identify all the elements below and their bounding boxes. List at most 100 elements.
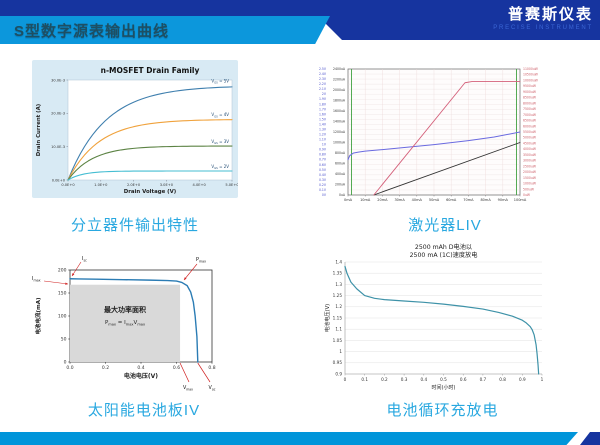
svg-text:1.35: 1.35	[333, 271, 343, 276]
svg-text:2400uA: 2400uA	[333, 67, 346, 71]
brand-subtitle: PRECISE INSTRUMENT	[493, 25, 593, 31]
svg-text:Vmax: Vmax	[183, 385, 193, 391]
svg-text:2000uW: 2000uW	[523, 170, 536, 174]
caption-solar: 太阳能电池板IV	[87, 402, 201, 419]
svg-text:2500uW: 2500uW	[523, 164, 536, 168]
svg-text:0V: 0V	[322, 193, 327, 197]
svg-text:10mA: 10mA	[360, 198, 371, 202]
svg-text:0.2: 0.2	[381, 377, 388, 382]
svg-text:11000uW: 11000uW	[523, 67, 538, 71]
svg-text:Drain Voltage (V): Drain Voltage (V)	[124, 189, 176, 195]
svg-text:1200uA: 1200uA	[333, 130, 346, 134]
svg-text:VGS = 2V: VGS = 2V	[211, 164, 229, 170]
svg-text:1.4V: 1.4V	[319, 122, 327, 126]
svg-text:5500uW: 5500uW	[523, 130, 536, 134]
svg-text:1.2V: 1.2V	[319, 133, 327, 137]
svg-text:40mA: 40mA	[412, 198, 423, 202]
svg-text:Voc: Voc	[209, 385, 216, 391]
svg-text:0.6: 0.6	[460, 377, 467, 382]
title-band: S型数字源表输出曲线	[0, 16, 330, 44]
svg-text:9000uW: 9000uW	[523, 90, 536, 94]
svg-text:0.1: 0.1	[361, 377, 368, 382]
svg-text:0.8: 0.8	[208, 365, 215, 371]
svg-text:0.6V: 0.6V	[319, 163, 327, 167]
svg-text:6000uW: 6000uW	[523, 124, 536, 128]
svg-text:0.95: 0.95	[333, 360, 343, 365]
svg-text:4000uW: 4000uW	[523, 147, 536, 151]
svg-text:2.3V: 2.3V	[319, 77, 327, 81]
svg-text:2000uA: 2000uA	[333, 88, 346, 92]
svg-text:1.8V: 1.8V	[319, 102, 327, 106]
svg-text:5.0E+0: 5.0E+0	[225, 183, 238, 187]
svg-text:0.2: 0.2	[102, 365, 109, 371]
svg-text:1: 1	[541, 377, 544, 382]
svg-text:1.1: 1.1	[335, 327, 342, 332]
svg-text:Imax: Imax	[32, 276, 41, 283]
svg-text:0.8: 0.8	[499, 377, 506, 382]
svg-text:0.7: 0.7	[480, 377, 487, 382]
svg-text:2V: 2V	[322, 92, 327, 96]
svg-text:1.1V: 1.1V	[319, 138, 327, 142]
svg-text:2500 mA (1C)速度放电: 2500 mA (1C)速度放电	[410, 251, 478, 259]
svg-text:1000uA: 1000uA	[333, 141, 346, 145]
svg-text:800uA: 800uA	[335, 151, 346, 155]
svg-text:30.0E-3: 30.0E-3	[51, 78, 65, 82]
svg-text:电池电流(mA): 电池电流(mA)	[34, 297, 42, 335]
svg-text:VGS = 5V: VGS = 5V	[211, 78, 229, 84]
svg-text:0mA: 0mA	[344, 198, 353, 202]
svg-text:7500uW: 7500uW	[523, 107, 536, 111]
svg-text:0.2V: 0.2V	[319, 183, 327, 187]
svg-text:600uA: 600uA	[335, 162, 346, 166]
svg-text:30mA: 30mA	[394, 198, 405, 202]
svg-text:0.3V: 0.3V	[319, 178, 327, 182]
svg-text:0.8V: 0.8V	[319, 153, 327, 157]
svg-text:100mA: 100mA	[514, 198, 527, 202]
svg-text:0.9: 0.9	[519, 377, 526, 382]
svg-text:1500uW: 1500uW	[523, 176, 536, 180]
caption-mosfet: 分立器件输出特性	[70, 217, 199, 234]
svg-text:0.4: 0.4	[137, 365, 144, 371]
svg-text:1.3: 1.3	[335, 282, 342, 287]
svg-text:1.15: 1.15	[333, 315, 343, 320]
svg-text:0.3: 0.3	[401, 377, 408, 382]
svg-text:0.0: 0.0	[66, 365, 73, 371]
svg-text:0.0E+0: 0.0E+0	[61, 183, 75, 187]
svg-text:Pmax = ImaxVmax: Pmax = ImaxVmax	[105, 320, 145, 327]
svg-text:50mA: 50mA	[429, 198, 440, 202]
svg-text:3500uW: 3500uW	[523, 153, 536, 157]
svg-text:Pmax: Pmax	[196, 257, 206, 264]
svg-text:1: 1	[339, 349, 342, 354]
svg-text:1.25: 1.25	[333, 293, 343, 298]
svg-text:20mA: 20mA	[377, 198, 388, 202]
svg-text:0.9: 0.9	[335, 371, 342, 376]
svg-text:9500uW: 9500uW	[523, 84, 536, 88]
svg-text:2.5V: 2.5V	[319, 67, 327, 71]
svg-text:20.0E-3: 20.0E-3	[51, 112, 65, 116]
mosfet-chart-svg: n-MOSFET Drain Family 0.0E+0 10.0E-3 20.0E-…	[32, 60, 238, 198]
svg-text:0.0E+0: 0.0E+0	[52, 178, 66, 182]
svg-text:10.0E-3: 10.0E-3	[51, 145, 65, 149]
svg-text:4500uW: 4500uW	[523, 141, 536, 145]
svg-text:0.1V: 0.1V	[319, 188, 327, 192]
svg-text:1.0E+0: 1.0E+0	[94, 183, 108, 187]
svg-text:8000uW: 8000uW	[523, 101, 536, 105]
mosfet-drain-family-chart: n-MOSFET Drain Family 0.0E+0 10.0E-3 20.0E-…	[32, 60, 238, 198]
svg-text:0uW: 0uW	[523, 193, 530, 197]
svg-text:n-MOSFET Drain Family: n-MOSFET Drain Family	[101, 66, 200, 75]
svg-text:90mA: 90mA	[498, 198, 509, 202]
solar-chart-svg: 0 50 100 150 200 0.0 0.2 0.4 0.6 0.8 电池电压(V) 电池电流(m…	[32, 256, 216, 391]
svg-text:0.7V: 0.7V	[319, 158, 327, 162]
svg-text:0.4: 0.4	[420, 377, 427, 382]
svg-text:Isc: Isc	[82, 256, 87, 263]
svg-text:VGS = 3V: VGS = 3V	[211, 139, 229, 145]
svg-text:1V: 1V	[322, 143, 327, 147]
svg-text:60mA: 60mA	[446, 198, 457, 202]
svg-text:3000uW: 3000uW	[523, 159, 536, 163]
svg-text:0.4V: 0.4V	[319, 173, 327, 177]
svg-text:200uA: 200uA	[335, 183, 346, 187]
svg-text:时间(小时): 时间(小时)	[432, 384, 456, 391]
svg-text:0.5V: 0.5V	[319, 168, 327, 172]
svg-text:1.4: 1.4	[335, 259, 342, 264]
